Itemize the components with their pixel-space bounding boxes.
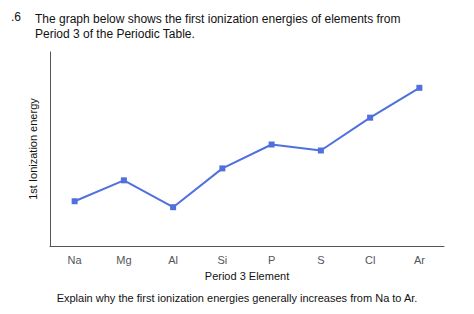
svg-text:Explain why the first ionizati: Explain why the first ionization energie… xyxy=(57,292,418,304)
svg-text:.6: .6 xyxy=(11,10,21,24)
svg-text:Mg: Mg xyxy=(116,254,131,266)
svg-text:Al: Al xyxy=(168,254,178,266)
svg-text:Si: Si xyxy=(217,254,227,266)
svg-text:The graph below shows the firs: The graph below shows the first ionizati… xyxy=(35,12,401,26)
svg-text:S: S xyxy=(317,254,324,266)
svg-text:Cl: Cl xyxy=(365,254,375,266)
svg-text:P: P xyxy=(268,254,275,266)
svg-text:Period 3 Element: Period 3 Element xyxy=(205,270,289,282)
svg-text:Period 3 of the Periodic Table: Period 3 of the Periodic Table. xyxy=(35,27,195,41)
svg-text:Na: Na xyxy=(68,254,83,266)
svg-text:1st Ionization energy: 1st Ionization energy xyxy=(27,98,39,200)
svg-text:Ar: Ar xyxy=(414,254,425,266)
